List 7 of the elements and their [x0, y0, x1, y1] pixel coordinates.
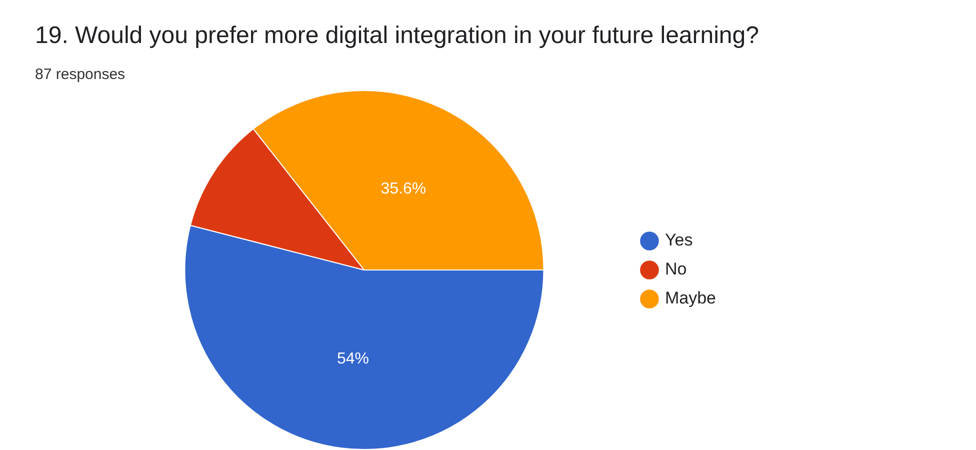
legend-label: Yes [664, 230, 693, 250]
legend-label: No [664, 260, 687, 279]
data-label: 35.6% [380, 180, 426, 198]
data-label: 54% [336, 350, 370, 368]
chart-title: 19. Would you prefer more digital integration in your future learning? [35, 22, 759, 50]
legend-label: Maybe [664, 288, 716, 308]
chart-subtitle: 87 responses [35, 66, 126, 83]
